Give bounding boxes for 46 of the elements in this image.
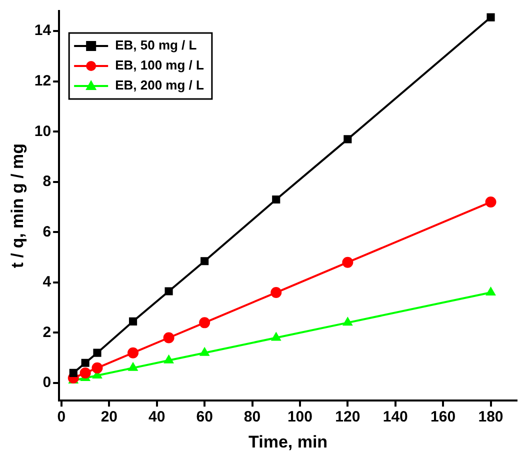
point: [486, 287, 496, 296]
point: [164, 354, 174, 364]
point: [271, 332, 281, 341]
point: [200, 347, 210, 356]
point: [164, 287, 173, 296]
point: [163, 332, 174, 344]
x-tick-label: 80: [244, 408, 261, 426]
y-tick-label: 8: [42, 173, 52, 190]
y-tick-label: 0: [42, 374, 52, 392]
point: [93, 348, 102, 357]
y-axis-title: t / q, min g / mg: [8, 143, 27, 268]
y-tick-label: 4: [42, 274, 52, 291]
legend-label: EB, 50 mg / L: [115, 38, 197, 53]
point: [200, 257, 209, 266]
y-tick-label: 14: [34, 22, 52, 40]
x-tick-label: 0: [57, 408, 66, 426]
point: [344, 135, 352, 144]
y-tick-label: 10: [34, 122, 52, 140]
point: [81, 358, 90, 367]
x-tick-label: 180: [478, 408, 504, 426]
point: [342, 256, 354, 268]
x-tick-label: 20: [100, 408, 118, 426]
point: [199, 317, 210, 328]
point: [272, 195, 280, 204]
point: [69, 368, 78, 377]
x-axis-title: Time, min: [248, 432, 328, 452]
point: [128, 362, 138, 371]
legend-label: EB, 200 mg / L: [115, 78, 204, 93]
x-tick-label: 100: [287, 408, 312, 426]
y-tick-label: 2: [42, 324, 52, 341]
point: [485, 196, 496, 208]
legend-label: EB, 100 mg / L: [115, 58, 204, 73]
point: [128, 317, 138, 326]
x-tick-label: 120: [335, 408, 360, 426]
y-tick-label: 12: [34, 72, 52, 90]
point: [270, 287, 282, 298]
x-tick-label: 60: [196, 408, 213, 426]
x-tick-label: 40: [148, 408, 166, 426]
point: [342, 317, 352, 326]
x-tick-label: 140: [382, 408, 408, 426]
x-tick-label: 160: [430, 408, 456, 426]
point: [486, 13, 495, 22]
point: [80, 367, 91, 378]
point: [92, 362, 103, 374]
y-tick-label: 6: [42, 223, 52, 240]
point: [128, 347, 139, 358]
